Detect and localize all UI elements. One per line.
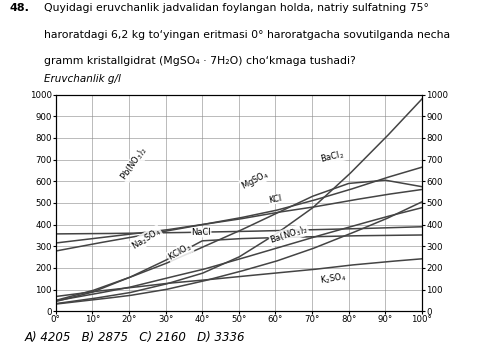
Text: NaCl: NaCl [191,228,211,237]
Text: 48.: 48. [10,4,30,13]
Text: gramm kristallgidrat (MgSO₄ · 7H₂O) cho‘kmaga tushadi?: gramm kristallgidrat (MgSO₄ · 7H₂O) cho‘… [44,56,355,66]
Text: Eruvchanlik g/l: Eruvchanlik g/l [44,74,121,84]
Text: MgSO$_4$: MgSO$_4$ [238,167,271,193]
Text: K$_2$SO$_4$: K$_2$SO$_4$ [319,271,348,288]
Text: haroratdagi 6,2 kg to‘yingan eritmasi 0° haroratgacha sovutilganda necha: haroratdagi 6,2 kg to‘yingan eritmasi 0°… [44,30,449,40]
Text: Na$_2$SO$_4$: Na$_2$SO$_4$ [129,225,163,253]
Text: A) 4205   B) 2875   C) 2160   D) 3336: A) 4205 B) 2875 C) 2160 D) 3336 [24,332,244,344]
Text: Pb(NO$_3$)$_2$: Pb(NO$_3$)$_2$ [118,144,151,183]
Text: KClO$_3$: KClO$_3$ [165,240,194,264]
Text: BaCl$_2$: BaCl$_2$ [319,148,345,166]
Text: Quyidagi eruvchanlik jadvalidan foylangan holda, natriy sulfatning 75°: Quyidagi eruvchanlik jadvalidan foylanga… [44,4,428,13]
Text: Ba(NO$_3$)$_2$: Ba(NO$_3$)$_2$ [268,222,309,247]
Text: KCl: KCl [268,193,282,205]
